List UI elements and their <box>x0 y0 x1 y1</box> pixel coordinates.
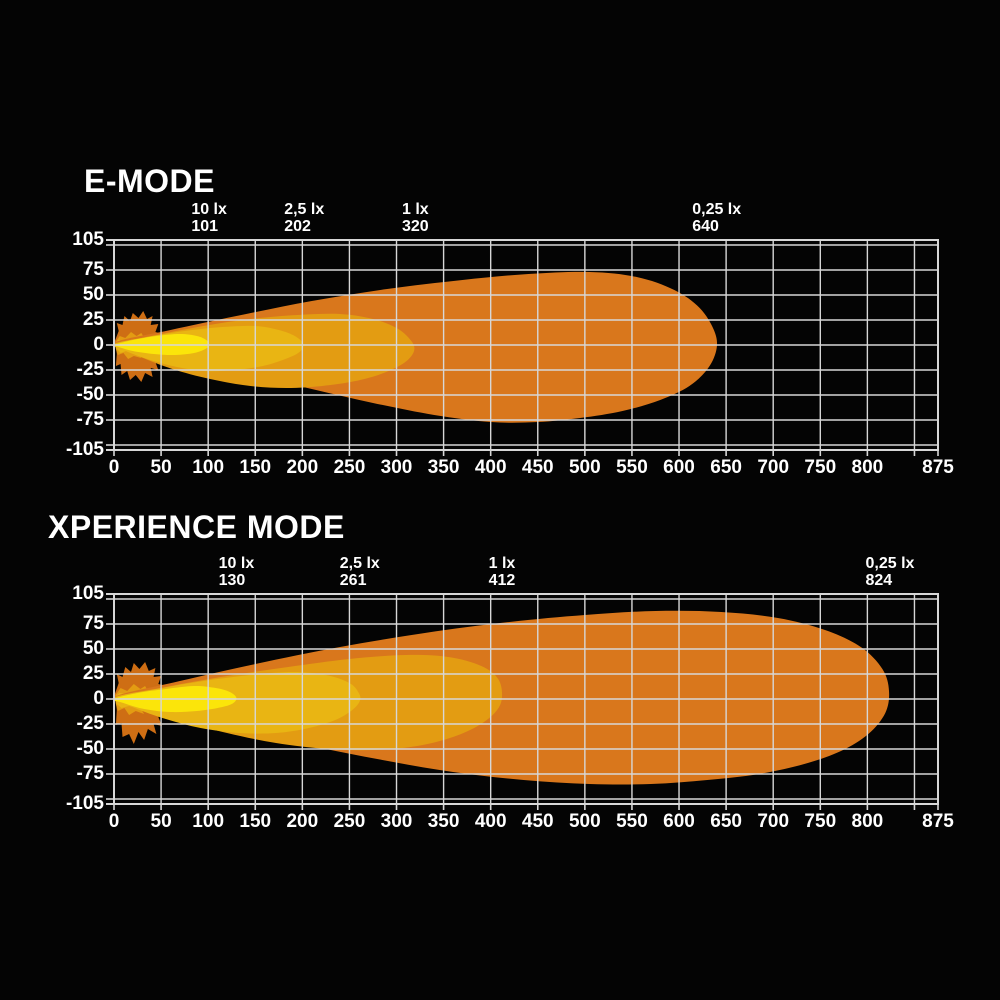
x-tick-label: 250 <box>333 811 366 832</box>
lux-annotation: 2,5 lx 261 <box>340 555 380 589</box>
x-tick-label: 400 <box>474 811 507 832</box>
x-tick-label: 450 <box>521 811 554 832</box>
lux-annotation: 10 lx 101 <box>191 201 227 235</box>
x-tick-label: 150 <box>239 811 272 832</box>
distance-value: 101 <box>191 218 219 235</box>
plot-frame <box>114 240 938 450</box>
beam-0.25lx-region <box>113 271 718 423</box>
lux-annotation: 2,5 lx 202 <box>284 201 324 235</box>
y-tick-label: -50 <box>76 738 104 759</box>
y-tick-label: -105 <box>65 439 104 460</box>
x-tick-label: 750 <box>804 457 837 478</box>
x-axis-labels: 0 50 100 150 200 250 300 350 400 450 500 550 600 650 7… <box>109 811 954 833</box>
x-tick-label: 750 <box>804 811 837 832</box>
x-tick-label: 700 <box>757 811 790 832</box>
y-tick-label: 0 <box>93 334 104 355</box>
lux-annotation: 10 lx 130 <box>219 555 255 589</box>
x-tick-label: 875 <box>922 811 954 832</box>
x-tick-label: 0 <box>108 457 120 478</box>
x-axis-labels: 0 50 100 150 200 250 300 350 400 450 500 550 600 650 7… <box>109 457 954 479</box>
x-tick-label: 400 <box>474 457 507 478</box>
y-tick-label: 50 <box>82 638 104 659</box>
x-tick-label: 50 <box>150 457 172 478</box>
y-tick-label: 0 <box>93 688 104 709</box>
lux-annotation: 1 lx 320 <box>402 201 429 235</box>
y-tick-label: -105 <box>65 793 104 814</box>
x-tick-label: 350 <box>427 457 460 478</box>
y-tick-label: 25 <box>82 309 104 330</box>
x-tick-label: 150 <box>239 457 272 478</box>
distance-value: 824 <box>865 572 893 589</box>
x-tick-label: 800 <box>851 457 884 478</box>
y-tick-label: -50 <box>76 384 104 405</box>
x-tick-label: 100 <box>192 811 225 832</box>
distance-value: 320 <box>401 218 429 235</box>
x-tick-label: 550 <box>616 811 648 832</box>
beam-plot-e-mode <box>114 240 938 450</box>
x-tick-label: 600 <box>663 811 695 832</box>
y-tick-label: -25 <box>76 713 104 734</box>
x-tick-label: 100 <box>192 457 225 478</box>
x-tick-label: 650 <box>710 457 742 478</box>
lux-value: 1 lx <box>401 201 429 218</box>
beam-plot-xperience-mode <box>114 594 938 804</box>
x-tick-label: 0 <box>108 811 120 832</box>
y-tick-label: 105 <box>72 583 104 604</box>
x-tick-label: 650 <box>710 811 742 832</box>
plot-frame <box>114 594 938 804</box>
x-tick-label: 500 <box>568 811 601 832</box>
lux-value: 0,25 lx <box>865 555 915 572</box>
chart-title-e-mode: E-MODE <box>84 163 215 199</box>
x-tick-label: 250 <box>333 457 366 478</box>
y-tick-label: -75 <box>76 409 104 430</box>
lux-value: 2,5 lx <box>339 555 380 572</box>
distance-value: 130 <box>218 572 246 589</box>
distance-value: 412 <box>488 572 516 589</box>
y-tick-label: 75 <box>82 259 104 280</box>
distance-value: 640 <box>692 218 719 235</box>
lux-value: 0,25 lx <box>692 201 742 218</box>
x-tick-label: 200 <box>286 811 319 832</box>
lux-value: 1 lx <box>488 555 516 572</box>
y-tick-label: -25 <box>76 359 104 380</box>
x-tick-label: 200 <box>286 457 319 478</box>
chart-title-xperience-mode: XPERIENCE MODE <box>48 509 345 545</box>
lux-value: 10 lx <box>218 555 255 572</box>
x-tick-label: 300 <box>380 457 413 478</box>
y-tick-label: 105 <box>72 229 104 250</box>
beam-diagram-svg <box>114 240 938 450</box>
y-tick-label: -75 <box>76 763 104 784</box>
x-tick-label: 550 <box>616 457 648 478</box>
x-tick-label: 350 <box>427 811 460 832</box>
beam-diagram-svg <box>114 594 938 804</box>
distance-value: 202 <box>284 218 311 235</box>
lux-annotation: 0,25 lx 824 <box>866 555 915 589</box>
lux-annotations: 10 lx 130 2,5 lx 261 1 lx 412 0,25 lx 824 <box>114 555 938 591</box>
y-tick-label: 75 <box>82 613 104 634</box>
x-tick-label: 450 <box>521 457 554 478</box>
x-tick-label: 500 <box>568 457 601 478</box>
x-tick-label: 300 <box>380 811 413 832</box>
distance-value: 261 <box>339 572 367 589</box>
lux-value: 10 lx <box>191 201 227 218</box>
x-tick-label: 875 <box>922 457 954 478</box>
beam-2.5lx-region <box>113 672 361 734</box>
x-tick-label: 600 <box>663 457 695 478</box>
lux-annotations: 10 lx 101 2,5 lx 202 1 lx 320 0,25 lx 640 <box>114 201 938 237</box>
lux-annotation: 1 lx 412 <box>489 555 516 589</box>
x-tick-label: 700 <box>757 457 790 478</box>
x-tick-label: 50 <box>150 811 172 832</box>
y-tick-label: 25 <box>82 663 104 684</box>
lux-annotation: 0,25 lx 640 <box>692 201 741 235</box>
x-tick-label: 800 <box>851 811 884 832</box>
lux-value: 2,5 lx <box>284 201 325 218</box>
y-tick-label: 50 <box>82 284 104 305</box>
